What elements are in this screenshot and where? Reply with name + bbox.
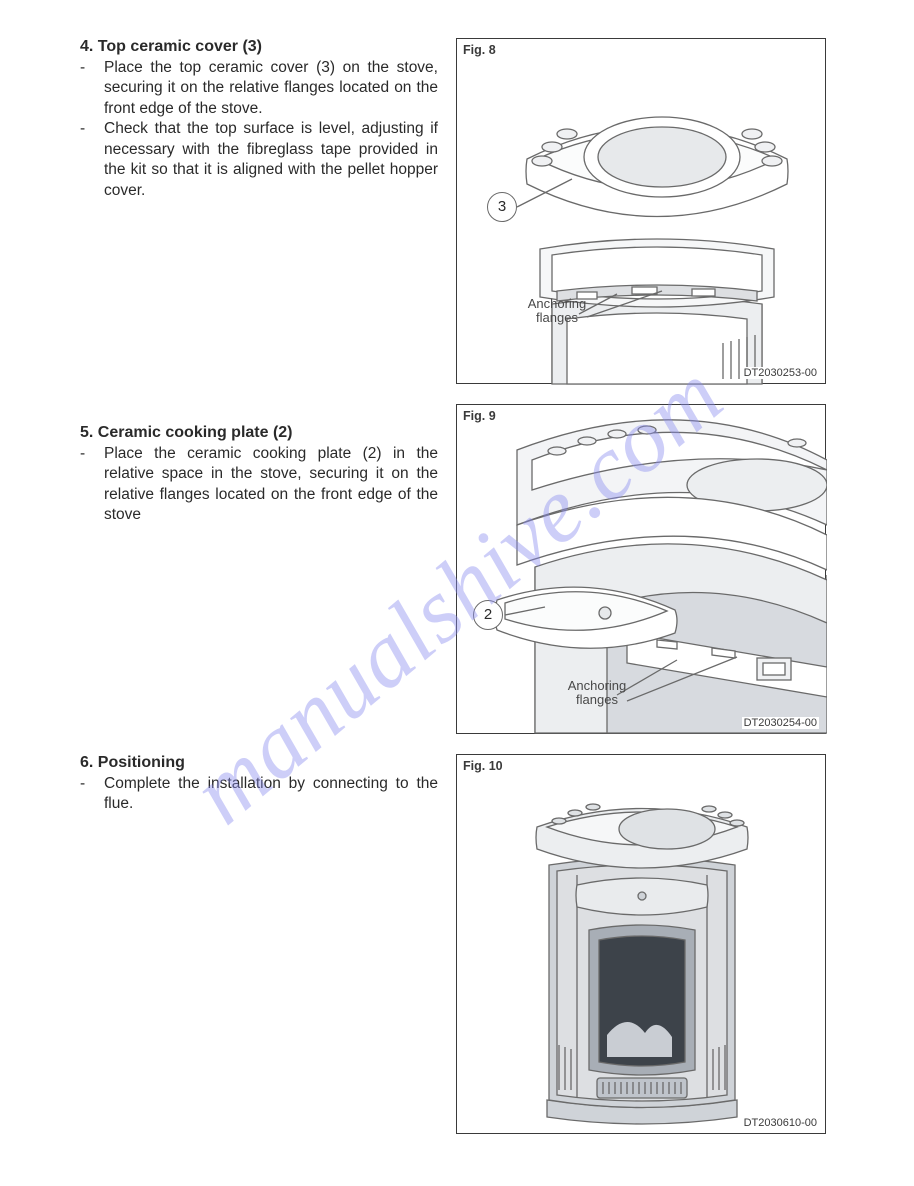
figure-10-code: DT2030610-00 [742,1117,819,1129]
figure-9-svg [457,405,827,735]
figure-8-label: Fig. 8 [463,43,496,57]
section-5-heading: 5. Ceramic cooking plate (2) [80,424,438,442]
section-4-para-2: - Check that the top surface is level, a… [80,119,438,201]
figure-9: Fig. 9 [456,404,826,734]
figure-9-code: DT2030254-00 [742,717,819,729]
manual-page: 4. Top ceramic cover (3) - Place the top… [0,0,914,1186]
section-5-text: 5. Ceramic cooking plate (2) - Place the… [80,404,438,734]
section-4-row: 4. Top ceramic cover (3) - Place the top… [80,38,834,384]
section-4-text: 4. Top ceramic cover (3) - Place the top… [80,38,438,384]
figure-10-svg [457,755,827,1135]
section-6-para-1-text: Complete the installation by connecting … [90,774,438,815]
figure-8-code: DT2030253-00 [742,367,819,379]
section-6-heading: 6. Positioning [80,754,438,772]
figure-8-callout-number: 3 [487,192,517,222]
figure-9-col: Fig. 9 [456,404,826,734]
section-4-para-1: - Place the top ceramic cover (3) on the… [80,58,438,119]
section-6-text: 6. Positioning - Complete the installati… [80,754,438,1134]
figure-8-col: Fig. 8 [456,38,826,384]
figure-9-callout-number: 2 [473,600,503,630]
figure-10-label: Fig. 10 [463,759,503,773]
figure-9-label: Fig. 9 [463,409,496,423]
section-4-heading: 4. Top ceramic cover (3) [80,38,438,56]
section-6-para-1: - Complete the installation by connectin… [80,774,438,815]
figure-8: Fig. 8 [456,38,826,384]
section-4-para-1-text: Place the top ceramic cover (3) on the s… [90,58,438,119]
figure-10: Fig. 10 [456,754,826,1134]
figure-10-col: Fig. 10 [456,754,826,1134]
section-5-para-1: - Place the ceramic cooking plate (2) in… [80,444,438,526]
figure-9-callout-text: Anchoringflanges [557,679,637,708]
section-4-para-2-text: Check that the top surface is level, adj… [90,119,438,201]
section-6-row: 6. Positioning - Complete the installati… [80,754,834,1134]
section-5-row: 5. Ceramic cooking plate (2) - Place the… [80,404,834,734]
section-5-para-1-text: Place the ceramic cooking plate (2) in t… [90,444,438,526]
figure-8-callout-text: Anchoringflanges [517,297,597,326]
